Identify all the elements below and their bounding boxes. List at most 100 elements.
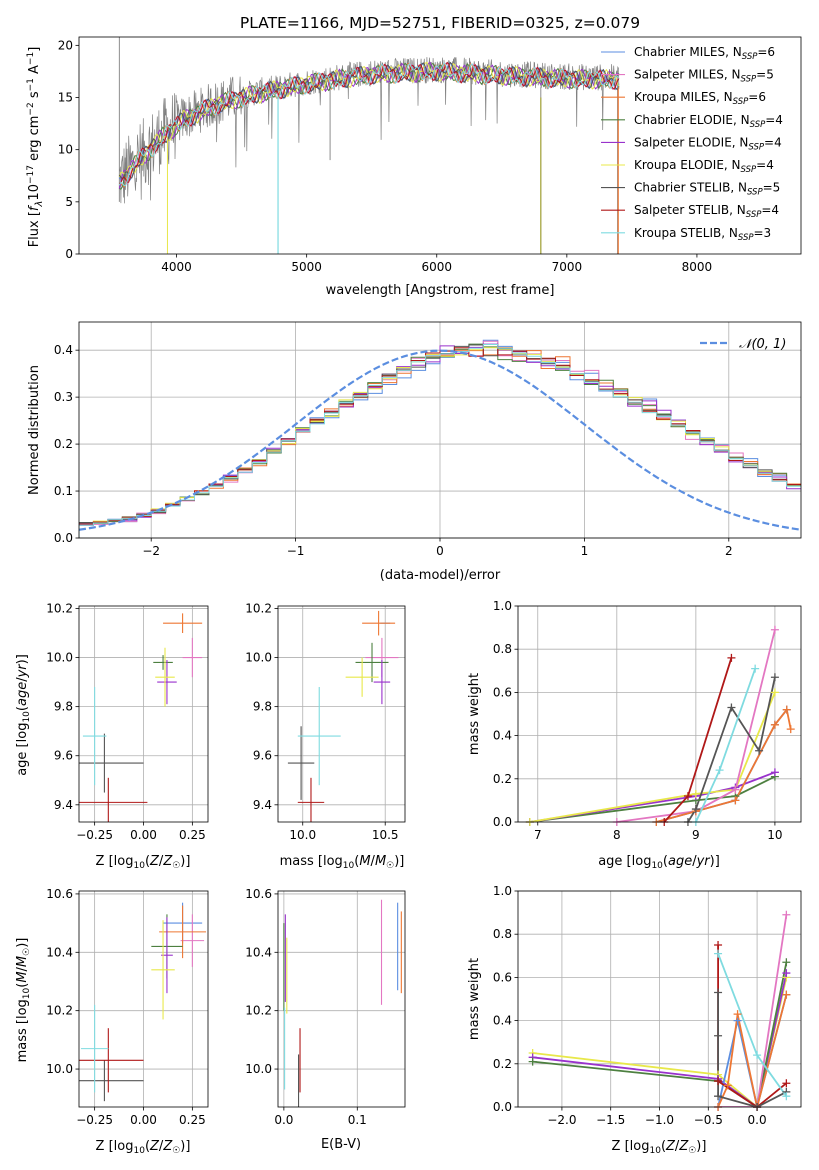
- spectrum-ylabel: Flux [fλ10−17 erg cm−2 s−1 A−1]: [26, 47, 45, 248]
- series-marker: [770, 625, 779, 634]
- y-tick-label: 10: [58, 143, 73, 157]
- legend-label: Chabrier MILES, NSSP=6: [634, 45, 775, 62]
- x-tick-label: −1.0: [645, 1113, 674, 1127]
- mass-weight-vs-Z-ylabel: mass weight: [467, 958, 482, 1040]
- series-line: [529, 692, 776, 822]
- legend-label: Kroupa ELODIE, NSSP=4: [634, 158, 774, 175]
- y-tick-label: 0.0: [493, 1100, 512, 1114]
- model-fit-line: [118, 61, 620, 180]
- series-marker: [714, 988, 723, 997]
- y-tick-label: 0.2: [493, 1057, 512, 1071]
- x-tick-label: 8: [613, 828, 621, 842]
- x-tick-label: 0.25: [179, 1113, 206, 1127]
- mass-vs-Z-panel: −0.25 0.00 0.25 10.0 10.2 10.4 10.6: [46, 887, 209, 1127]
- y-tick-label: 9.8: [253, 700, 272, 714]
- age-vs-mass-xlabel: mass [log10(M/M☉)]: [280, 854, 405, 871]
- y-tick-label: 10.2: [245, 601, 272, 615]
- plot-area: [283, 899, 402, 1107]
- mass-weight-vs-Z-xlabel: Z [log10(Z/Z☉)]: [612, 1139, 707, 1156]
- spectrum-xlabel: wavelength [Angstrom, rest frame]: [326, 283, 555, 298]
- histogram-step: [79, 344, 801, 538]
- y-tick-label: 10.6: [46, 887, 73, 901]
- series-marker: [782, 990, 791, 999]
- y-tick-label: 0.1: [54, 484, 73, 498]
- x-tick-label: 0.0: [274, 1113, 293, 1127]
- series-marker: [770, 688, 779, 697]
- y-tick-label: 0: [65, 247, 73, 261]
- x-tick-label: 8000: [682, 260, 713, 274]
- plot-area: [118, 37, 620, 254]
- series-marker: [727, 703, 736, 712]
- series-marker: [714, 1077, 723, 1086]
- x-tick-label: 9: [692, 828, 700, 842]
- series-line: [656, 707, 792, 822]
- series-marker: [782, 969, 791, 978]
- mass-weight-vs-Z-panel: −2.0 −1.5 −1.0 −0.5 0.0 0.0 0.2 0.4 0.6 0.8 1.0: [493, 884, 802, 1127]
- y-tick-label: 1.0: [493, 599, 512, 613]
- axes-frame: [78, 890, 209, 1108]
- series-line: [718, 914, 788, 1107]
- x-tick-label: −0.5: [694, 1113, 723, 1127]
- series-marker: [751, 664, 760, 673]
- y-tick-label: 10.0: [46, 1062, 73, 1076]
- series-marker: [714, 1031, 723, 1040]
- plot-area: [532, 914, 788, 1107]
- y-tick-label: 0.8: [493, 642, 512, 656]
- series-marker: [782, 1092, 791, 1101]
- observed-spectrum-line: [118, 57, 620, 204]
- y-tick-label: 9.6: [253, 749, 272, 763]
- legend-label: Salpeter ELODIE, NSSP=4: [634, 135, 782, 152]
- x-tick-label: 5000: [291, 260, 322, 274]
- series-marker: [714, 1092, 723, 1101]
- x-tick-label: 10: [767, 828, 782, 842]
- x-tick-label: 7000: [552, 260, 583, 274]
- series-marker: [714, 949, 723, 958]
- y-tick-label: 10.0: [245, 651, 272, 665]
- x-tick-label: 0.00: [130, 1113, 157, 1127]
- age-vs-Z-xlabel: Z [log10(Z/Z☉)]: [96, 854, 191, 871]
- y-tick-label: 0.3: [54, 390, 73, 404]
- spectrum-panel: 4000 5000 6000 7000 8000 0 5 10 15 20 Chabrier MIL…: [58, 36, 802, 274]
- series-marker: [715, 766, 724, 775]
- series-marker: [770, 673, 779, 682]
- axes-frame: [277, 890, 406, 1108]
- series-line: [529, 775, 776, 822]
- series-marker: [727, 653, 736, 662]
- y-tick-label: 10.2: [46, 601, 73, 615]
- series-marker: [691, 805, 700, 814]
- x-tick-label: 4000: [161, 260, 192, 274]
- y-tick-label: 10.2: [46, 1004, 73, 1018]
- x-tick-label: −0.25: [76, 1113, 113, 1127]
- y-tick-label: 0.8: [493, 927, 512, 941]
- series-marker: [770, 720, 779, 729]
- series-marker: [683, 792, 692, 801]
- age-vs-Z-ylabel: age [log10(age/yr)]: [15, 654, 32, 776]
- plot-area: [79, 902, 207, 1102]
- legend-label: Chabrier STELIB, NSSP=5: [634, 181, 780, 198]
- plot-area: [287, 610, 399, 822]
- y-tick-label: 10.6: [245, 887, 272, 901]
- legend-label: Salpeter STELIB, NSSP=4: [634, 203, 779, 220]
- plot-area: [79, 339, 801, 538]
- mass-vs-EBV-xlabel: E(B-V): [321, 1137, 361, 1152]
- plot-area: [529, 629, 792, 822]
- model-fit-line: [118, 62, 620, 181]
- legend-label: Salpeter MILES, NSSP=5: [634, 68, 774, 85]
- x-tick-label: 0.25: [179, 828, 206, 842]
- series-marker: [528, 1057, 537, 1066]
- residuals-panel: −2 −1 0 1 2 0.0 0.1 0.2 0.3 0.4 𝒩(0, 1): [54, 321, 802, 558]
- y-tick-label: 0.4: [493, 1014, 512, 1028]
- x-tick-label: 2: [725, 544, 733, 558]
- y-tick-label: 15: [58, 91, 73, 105]
- x-tick-label: −1: [287, 544, 305, 558]
- y-tick-label: 0.0: [493, 815, 512, 829]
- mass-vs-Z-xlabel: Z [log10(Z/Z☉)]: [96, 1139, 191, 1156]
- axes-frame: [277, 605, 406, 823]
- model-fit-line: [118, 61, 620, 189]
- model-fit-line: [118, 62, 620, 187]
- mass-weight-vs-age-ylabel: mass weight: [467, 673, 482, 755]
- y-tick-label: 20: [58, 38, 73, 52]
- series-marker: [782, 1079, 791, 1088]
- y-tick-label: 1.0: [493, 884, 512, 898]
